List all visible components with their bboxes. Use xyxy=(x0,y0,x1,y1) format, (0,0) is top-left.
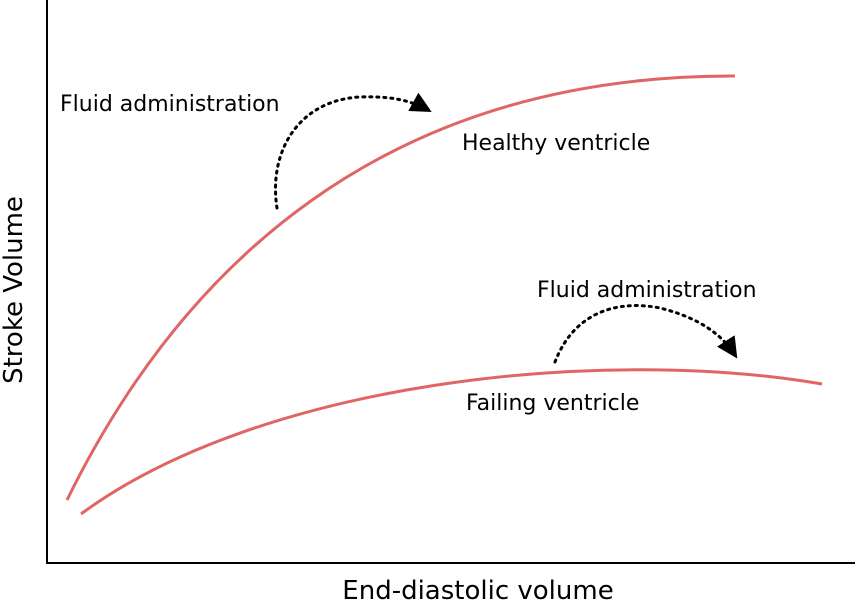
fluid-arrow-failing xyxy=(553,304,738,364)
y-axis-label: Stroke Volume xyxy=(0,196,29,384)
healthy-ventricle-curve xyxy=(65,74,736,501)
fluid-arrow-healthy xyxy=(274,92,432,210)
failing-ventricle-label: Failing ventricle xyxy=(466,391,639,416)
x-axis-label: End-diastolic volume xyxy=(342,576,613,601)
fluid-administration-label-failing: Fluid administration xyxy=(537,278,757,303)
healthy-ventricle-label: Healthy ventricle xyxy=(462,131,650,156)
failing-ventricle-curve xyxy=(80,368,823,516)
fluid-administration-label-healthy: Fluid administration xyxy=(60,92,280,117)
